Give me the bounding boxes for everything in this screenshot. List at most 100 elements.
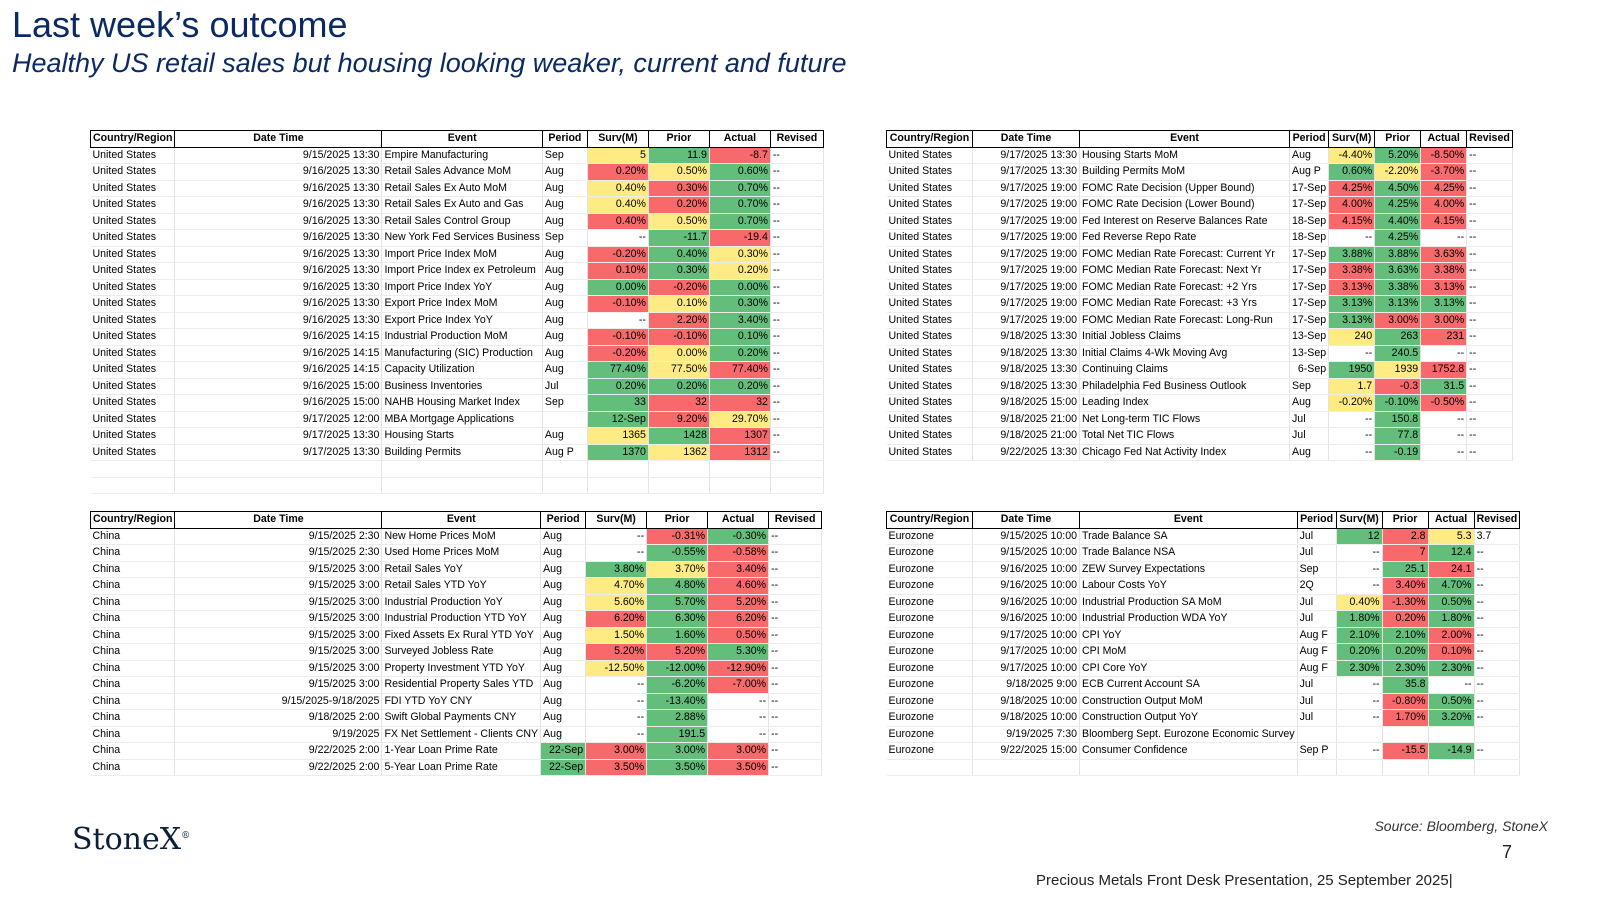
- cell-actual: --: [1420, 444, 1468, 461]
- cell-datetime: [174, 477, 383, 494]
- cell-period: Aug: [540, 561, 587, 578]
- cell-datetime: 9/17/2025 10:00: [972, 660, 1080, 677]
- cell-prior: 2.20%: [648, 312, 710, 329]
- cell-country: China: [90, 528, 176, 545]
- cell-prior: 5.20%: [1374, 147, 1422, 164]
- cell-datetime: 9/15/2025 3:00: [174, 577, 383, 595]
- table-row: China 9/22/2025 2:00 1-Year Loan Prime Rat…: [90, 742, 823, 760]
- cell-actual: 0.70%: [709, 180, 771, 197]
- cell-datetime: 9/17/2025 19:00: [972, 180, 1080, 197]
- cell-event: ECB Current Account SA: [1079, 676, 1298, 694]
- cell-actual: 3.13%: [1420, 279, 1468, 296]
- cell-period: 17-Sep: [1289, 279, 1330, 296]
- cell-country: United States: [90, 246, 176, 263]
- cell-revised: --: [1466, 312, 1513, 329]
- cell-revised: --: [770, 394, 824, 412]
- cell-actual: 4.70%: [1428, 577, 1475, 595]
- logo-text: StoneX: [72, 822, 182, 857]
- cell-survey: -0.20%: [587, 345, 649, 362]
- cell-country: United States: [90, 427, 176, 445]
- header-survey: Surv(M): [1335, 511, 1383, 529]
- cell-prior: 1.60%: [646, 627, 709, 644]
- cell-event: Building Permits MoM: [1079, 163, 1290, 181]
- cell-period: Sep P: [1297, 742, 1337, 760]
- cell-event: Labour Costs YoY: [1079, 577, 1298, 595]
- table-row: United States 9/16/2025 13:30 Retail Sales…: [90, 196, 824, 214]
- cell-event: Philadelphia Fed Business Outlook: [1079, 378, 1290, 395]
- cell-event: FOMC Median Rate Forecast: Current Yr: [1079, 246, 1290, 263]
- cell-survey: -4.40%: [1328, 147, 1376, 164]
- cell-period: Aug: [542, 427, 588, 445]
- stonex-logo: StoneX®: [72, 822, 190, 857]
- cell-prior: 3.88%: [1374, 246, 1422, 263]
- cell-prior: 2.10%: [1382, 627, 1429, 644]
- cell-period: Aug: [542, 312, 588, 329]
- cell-actual: --: [1428, 676, 1475, 694]
- cell-period: Aug: [542, 163, 588, 181]
- cell-event: Business Inventories: [381, 378, 543, 395]
- cell-revised: --: [1466, 361, 1513, 379]
- slide-subtitle: Healthy US retail sales but housing look…: [12, 48, 847, 78]
- table-row: China 9/15/2025 3:00 Fixed Assets Ex Rural…: [90, 627, 823, 644]
- cell-period: 13-Sep: [1289, 328, 1330, 346]
- cell-datetime: 9/16/2025 15:00: [174, 394, 383, 412]
- cell-actual: 3.00%: [707, 742, 770, 760]
- cell-revised: --: [768, 742, 823, 760]
- header-period: Period: [541, 130, 588, 148]
- cell-revised: --: [1466, 328, 1513, 346]
- cell-survey: 0.20%: [1336, 643, 1383, 661]
- cell-datetime: 9/17/2025 19:00: [972, 295, 1080, 313]
- cell-datetime: 9/17/2025 19:00: [972, 262, 1080, 280]
- cell-period: Aug: [1289, 147, 1330, 164]
- cell-country: China: [90, 693, 176, 710]
- cell-event: Retail Sales Control Group: [381, 213, 543, 230]
- cell-country: United States: [886, 147, 973, 164]
- cell-country: Eurozone: [886, 693, 973, 710]
- cell-revised: --: [768, 660, 823, 677]
- cell-actual: 4.60%: [707, 577, 770, 595]
- cell-event: Retail Sales YoY: [381, 561, 542, 578]
- header-period: Period: [1296, 511, 1337, 529]
- cell-event: Import Price Index YoY: [381, 279, 543, 296]
- table-row: Eurozone 9/17/2025 10:00 CPI YoY Aug F 2.10%…: [886, 627, 1521, 644]
- cell-survey: --: [1328, 427, 1376, 445]
- cell-event: Capacity Utilization: [381, 361, 543, 379]
- cell-event: Construction Output MoM: [1079, 693, 1298, 710]
- cell-period: Aug F: [1297, 660, 1337, 677]
- cell-prior: -0.20%: [648, 279, 710, 296]
- cell-country: China: [90, 660, 176, 677]
- cell-survey: --: [1336, 544, 1383, 562]
- cell-datetime: 9/16/2025 10:00: [972, 561, 1080, 578]
- cell-survey: 4.00%: [1328, 196, 1376, 214]
- cell-datetime: [972, 759, 1080, 776]
- cell-country: United States: [886, 361, 973, 379]
- cell-period: Sep: [542, 147, 588, 164]
- cell-survey: 0.20%: [587, 378, 649, 395]
- header-actual: Actual: [1420, 130, 1468, 148]
- cell-survey: --: [585, 544, 648, 562]
- header-prior: Prior: [647, 130, 710, 148]
- cell-revised: --: [770, 279, 824, 296]
- cell-revised: --: [1466, 196, 1513, 214]
- cell-country: United States: [90, 279, 176, 296]
- table-row: China 9/15/2025 3:00 Property Investment Y…: [90, 660, 823, 677]
- cell-country: Eurozone: [886, 577, 973, 595]
- cell-event: Total Net TIC Flows: [1079, 427, 1290, 445]
- cell-period: Aug: [542, 345, 588, 362]
- cell-period: Aug: [542, 262, 588, 280]
- header-prior: Prior: [646, 511, 709, 529]
- cell-country: Eurozone: [886, 544, 973, 562]
- cell-period: Jul: [1297, 693, 1337, 710]
- cell-revised: --: [770, 361, 824, 379]
- cell-datetime: 9/17/2025 13:30: [972, 147, 1080, 164]
- cell-survey: --: [1336, 676, 1383, 694]
- cell-survey: -0.20%: [1328, 394, 1376, 412]
- cell-revised: --: [768, 544, 823, 562]
- cell-survey: 4.25%: [1328, 180, 1376, 197]
- cell-event: Retail Sales Ex Auto and Gas: [381, 196, 543, 214]
- cell-actual: 0.70%: [709, 213, 771, 230]
- table-row: United States 9/16/2025 14:15 Manufacturin…: [90, 345, 824, 362]
- cell-actual: [709, 477, 771, 494]
- cell-revised: --: [768, 643, 823, 661]
- cell-survey: --: [1336, 577, 1383, 595]
